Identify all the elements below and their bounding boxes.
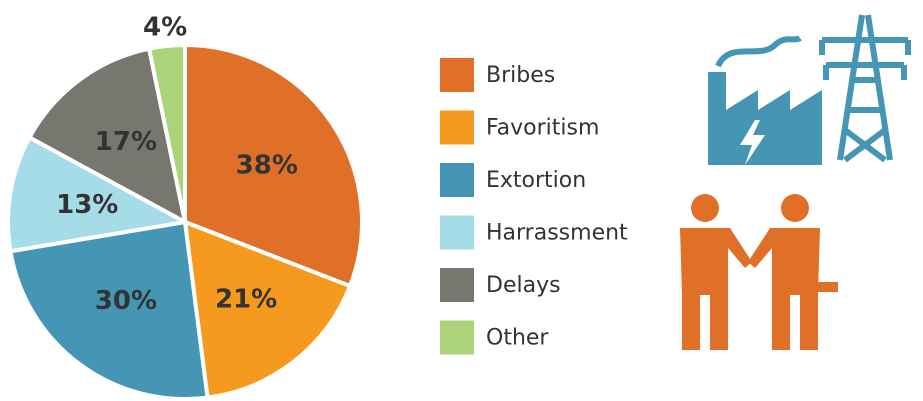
value-label: 17% xyxy=(95,127,157,157)
legend-label: Extortion xyxy=(486,168,586,193)
legend-swatch xyxy=(440,268,474,302)
legend-label: Favoritism xyxy=(486,116,599,141)
legend-label: Other xyxy=(486,326,549,351)
chart: 38% 21% 30% 13% 17% 4% Bribes Favoritism Extorti… xyxy=(0,0,923,401)
legend-swatch xyxy=(440,321,474,355)
handshake-icon xyxy=(680,194,838,350)
value-label: 4% xyxy=(143,13,187,43)
legend-swatch xyxy=(440,58,474,92)
value-label: 21% xyxy=(215,285,277,315)
value-label: 13% xyxy=(56,190,118,220)
legend-swatch xyxy=(440,163,474,197)
legend-label: Harrassment xyxy=(486,221,628,246)
legend-swatch xyxy=(440,216,474,250)
tower-icon xyxy=(822,15,908,160)
value-label: 30% xyxy=(95,286,157,316)
legend-label: Bribes xyxy=(486,63,555,88)
factory-icon xyxy=(708,38,822,165)
legend-swatch xyxy=(440,111,474,145)
value-label: 38% xyxy=(236,151,298,181)
page: 38% 21% 30% 13% 17% 4% Bribes Favoritism Extorti… xyxy=(0,0,923,401)
legend-label: Delays xyxy=(486,273,561,298)
